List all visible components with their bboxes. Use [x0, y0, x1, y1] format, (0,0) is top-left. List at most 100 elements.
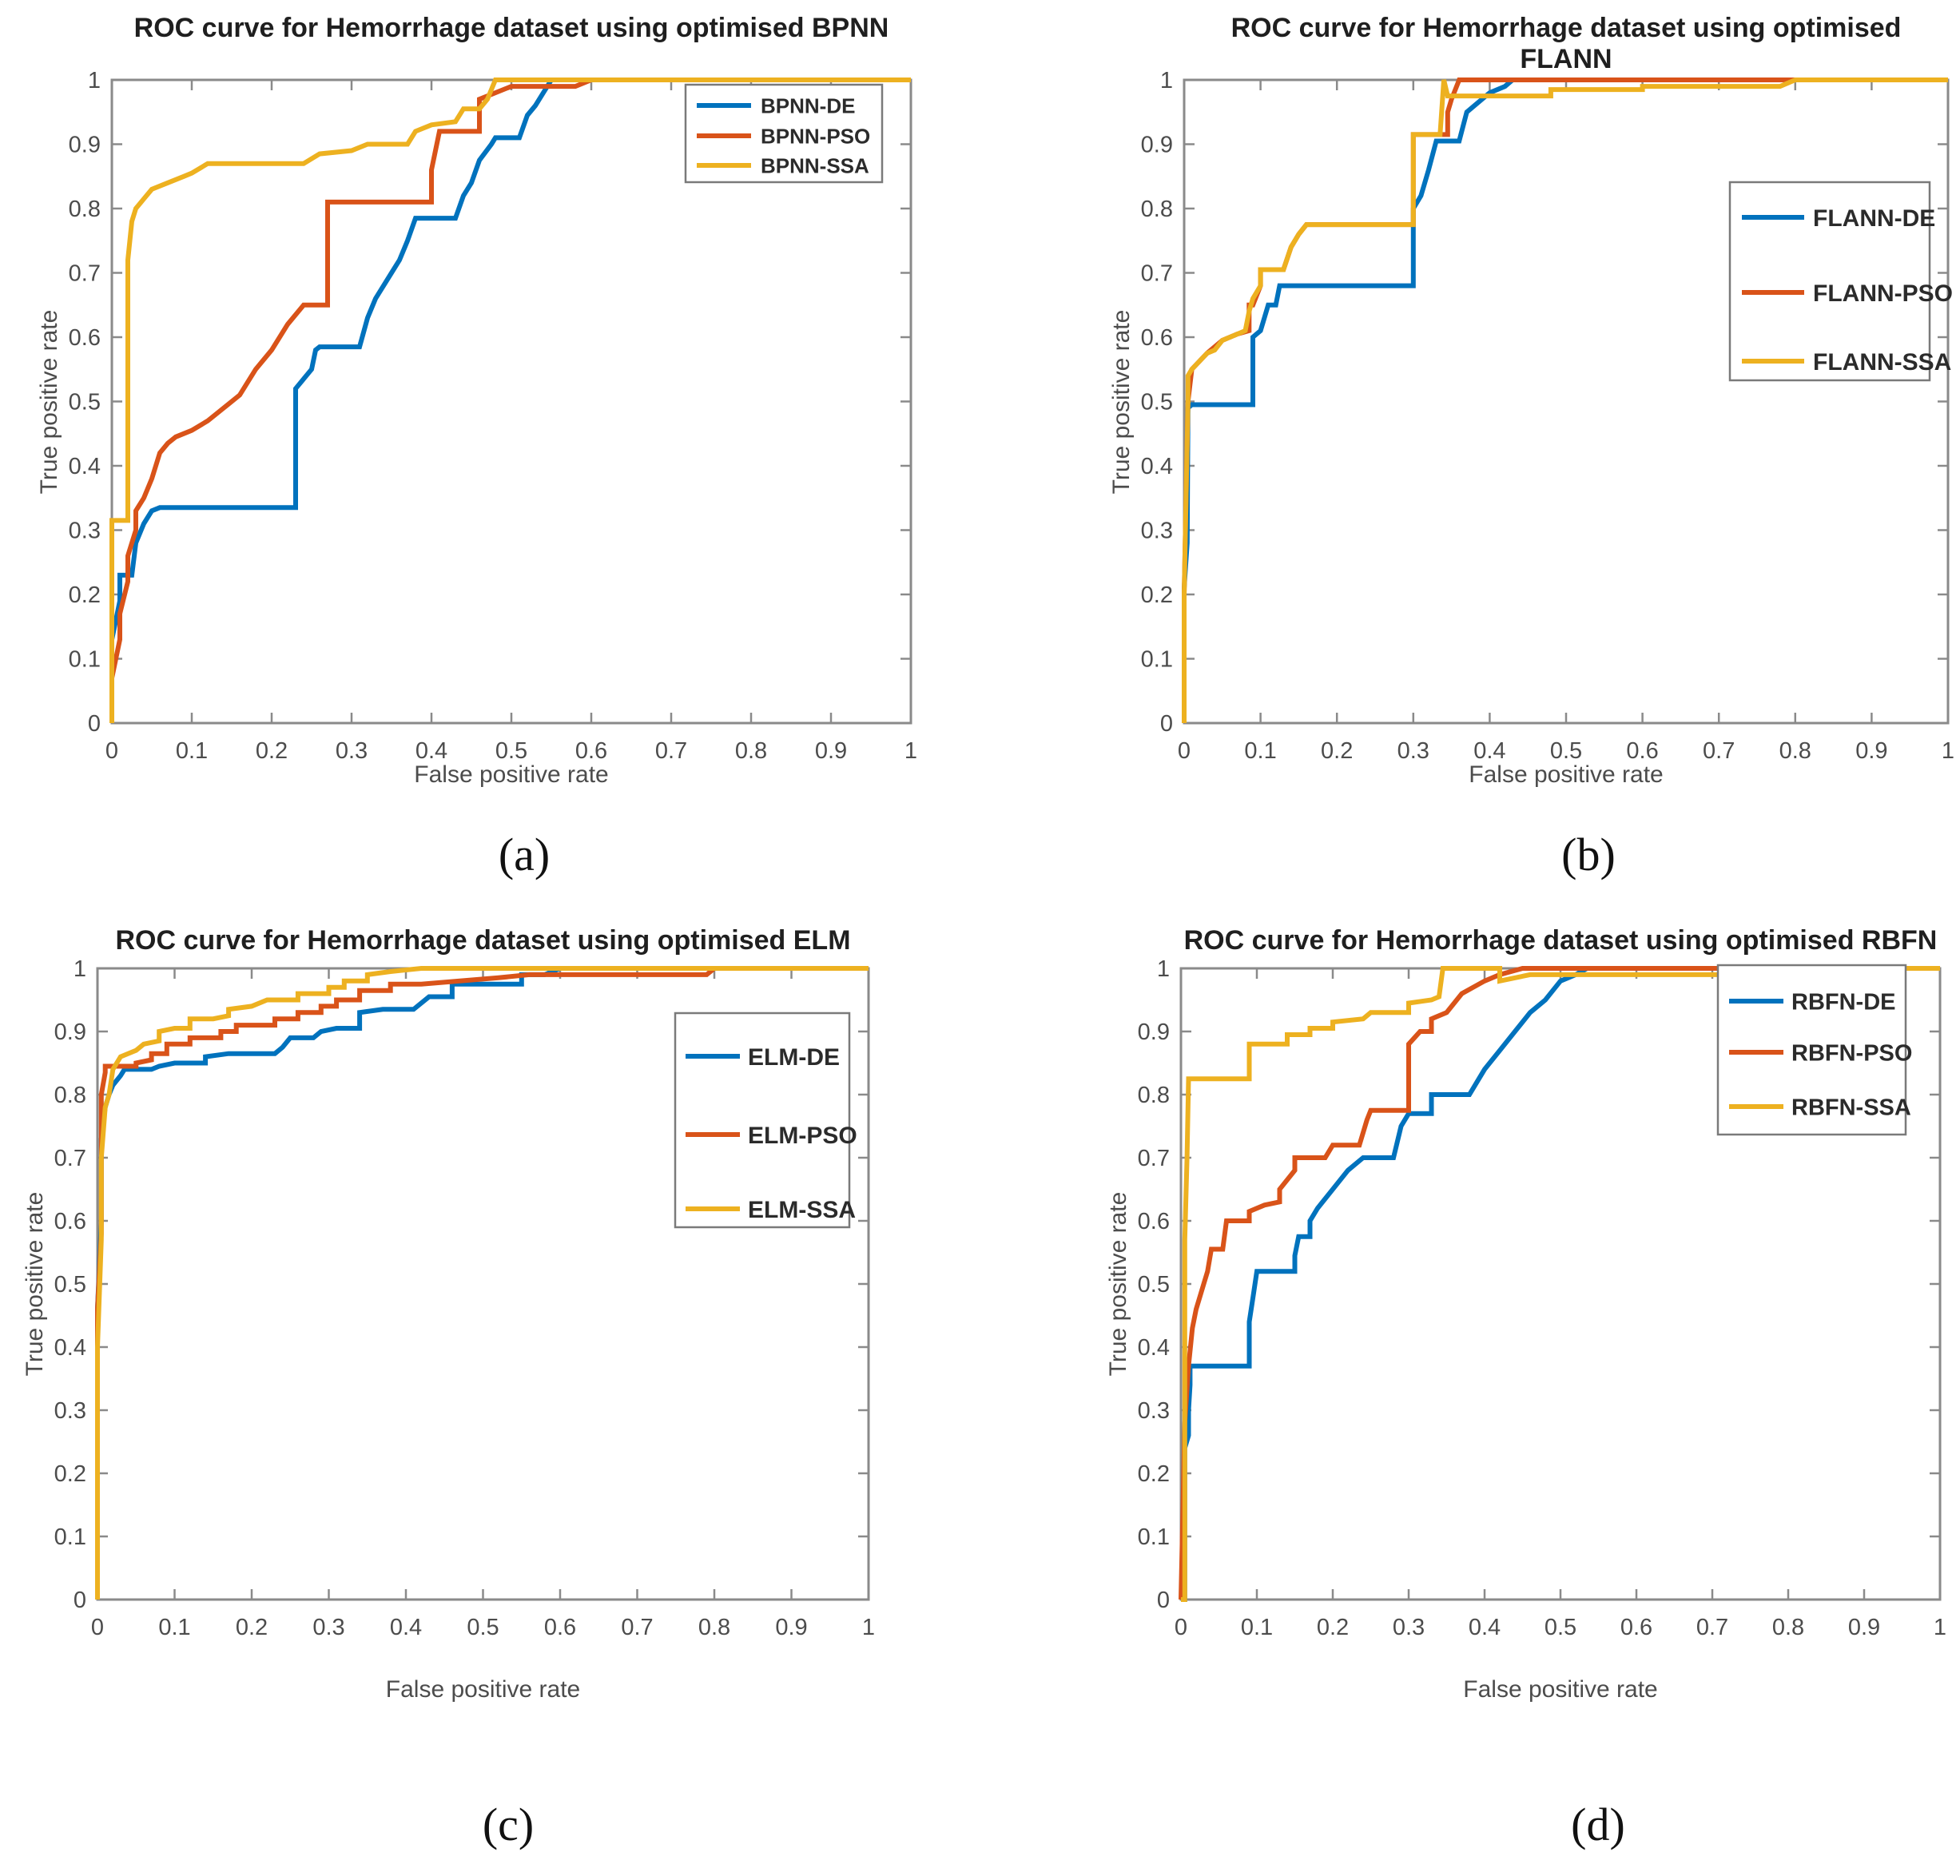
x-tick-label: 0.8 — [1779, 738, 1811, 764]
roc-curve-elm-pso — [95, 966, 869, 1600]
y-tick-label: 0.4 — [1138, 1335, 1170, 1361]
y-tick-label: 0 — [88, 711, 101, 737]
x-tick-label: 0.4 — [1473, 738, 1505, 764]
x-tick-label: 0.2 — [1321, 738, 1353, 764]
y-tick-label: 0.5 — [54, 1272, 86, 1298]
x-tick-label: 0.3 — [1397, 738, 1429, 764]
roc-plot-panel-c: 0 0.1 0.2 0.3 0.4 0.5 0.6 0.7 0.8 0.9 1 0 0.1 0.2 0.3 0… — [54, 956, 875, 1640]
legend: RBFN-DE RBFN-PSO RBFN-SSA — [1716, 964, 1912, 1136]
x-tick-label: 0.4 — [390, 1615, 422, 1640]
legend-label-bpnn-pso: BPNN-PSO — [761, 124, 870, 148]
axis-tick-labels: 0 0.1 0.2 0.3 0.4 0.5 0.6 0.7 0.8 0.9 1 0 0.1 0.2 0.3 0… — [54, 956, 875, 1640]
y-axis-label-a: True positive rate — [36, 309, 62, 495]
x-tick-label: 0.7 — [1696, 1615, 1728, 1640]
chart-title-flann: ROC curve for Hemorrhage dataset using o… — [1230, 13, 1902, 74]
y-axis-label-d: True positive rate — [1105, 1191, 1131, 1377]
legend-label-elm-pso: ELM-PSO — [748, 1123, 857, 1149]
axis-tick-labels: 0 0.1 0.2 0.3 0.4 0.5 0.6 0.7 0.8 0.9 1 0 0.1 0.2 0.3 0… — [1141, 68, 1954, 764]
y-tick-label: 1 — [1157, 956, 1170, 982]
y-tick-label: 0.1 — [1141, 647, 1173, 673]
y-tick-label: 0.8 — [69, 197, 101, 222]
y-tick-label: 0.2 — [54, 1461, 86, 1487]
y-tick-label: 1 — [1160, 68, 1173, 93]
y-tick-label: 0.3 — [54, 1398, 86, 1424]
y-tick-label: 0.2 — [69, 582, 101, 608]
x-tick-label: 0.5 — [467, 1615, 499, 1640]
legend: ELM-DE ELM-PSO ELM-SSA — [674, 1012, 857, 1229]
chart-title-rbfn: ROC curve for Hemorrhage dataset using o… — [1183, 925, 1938, 956]
legend-label-flann-pso: FLANN-PSO — [1813, 280, 1953, 307]
y-tick-label: 0.6 — [1138, 1209, 1170, 1234]
roc-curve-flann-de — [1182, 78, 1948, 723]
x-tick-label: 0.4 — [415, 738, 447, 764]
legend: FLANN-DE FLANN-PSO FLANN-SSA — [1728, 181, 1953, 382]
chart-title-bpnn: ROC curve for Hemorrhage dataset using o… — [133, 13, 889, 43]
x-axis-label-a: False positive rate — [414, 761, 609, 788]
roc-curve-rbfn-pso — [1179, 966, 1940, 1600]
axes-frame — [110, 78, 912, 725]
x-tick-label: 0.6 — [1620, 1615, 1652, 1640]
y-tick-label: 0.8 — [1141, 197, 1173, 222]
panel-caption-b: (b) — [1561, 829, 1616, 880]
legend-label-elm-de: ELM-DE — [748, 1044, 840, 1071]
legend-label-bpnn-de: BPNN-DE — [761, 93, 855, 117]
y-axis-label-b: True positive rate — [1108, 309, 1135, 495]
y-tick-label: 0.7 — [1138, 1146, 1170, 1171]
legend-label-rbfn-ssa: RBFN-SSA — [1791, 1095, 1911, 1120]
roc-curve-rbfn-ssa — [1181, 966, 1940, 1602]
y-tick-label: 0.9 — [69, 133, 101, 158]
x-axis-label-b: False positive rate — [1469, 761, 1664, 788]
y-tick-label: 0.1 — [69, 647, 101, 673]
x-tick-label: 1 — [862, 1615, 875, 1640]
x-tick-label: 0.3 — [1393, 1615, 1425, 1640]
x-tick-label: 0.6 — [1626, 738, 1658, 764]
y-tick-label: 0.5 — [69, 390, 101, 415]
x-tick-label: 0.5 — [495, 738, 527, 764]
x-tick-label: 0.3 — [336, 738, 368, 764]
x-tick-label: 0.8 — [1772, 1615, 1804, 1640]
x-tick-label: 0.7 — [655, 738, 687, 764]
x-tick-label: 0.1 — [158, 1615, 190, 1640]
panel-caption-a: (a) — [498, 829, 551, 880]
legend-label-flann-de: FLANN-DE — [1813, 205, 1935, 232]
roc-curve-bpnn-de — [109, 78, 911, 723]
y-tick-label: 0 — [1160, 711, 1173, 737]
y-tick-label: 0.2 — [1141, 582, 1173, 608]
y-tick-label: 0.3 — [1138, 1398, 1170, 1424]
x-tick-label: 0.1 — [1244, 738, 1276, 764]
y-tick-label: 0.3 — [69, 519, 101, 544]
y-tick-label: 0.8 — [54, 1083, 86, 1108]
y-tick-label: 0 — [1157, 1588, 1170, 1613]
y-tick-label: 0.5 — [1141, 390, 1173, 415]
x-tick-label: 0.9 — [1848, 1615, 1880, 1640]
legend-label-flann-ssa: FLANN-SSA — [1813, 349, 1951, 376]
x-axis-label-d: False positive rate — [1463, 1676, 1658, 1703]
y-tick-label: 0.7 — [1141, 261, 1173, 287]
y-tick-label: 0.1 — [1138, 1524, 1170, 1550]
y-tick-label: 0.4 — [1141, 454, 1173, 479]
y-axis-label-c: True positive rate — [22, 1191, 48, 1377]
x-tick-label: 0.7 — [1703, 738, 1735, 764]
y-tick-label: 0.9 — [1141, 133, 1173, 158]
y-tick-label: 0.3 — [1141, 519, 1173, 544]
roc-plot-panel-a: 0 0.1 0.2 0.3 0.4 0.5 0.6 0.7 0.8 0.9 1 0 0.1 0.2 0.3 0… — [69, 68, 917, 764]
y-tick-label: 0.4 — [69, 454, 101, 479]
x-axis-label-c: False positive rate — [385, 1676, 581, 1703]
y-tick-label: 0.9 — [1138, 1019, 1170, 1045]
y-tick-label: 0.6 — [69, 325, 101, 351]
y-tick-label: 0.9 — [54, 1019, 86, 1045]
y-tick-label: 0 — [74, 1588, 86, 1613]
panel-caption-c: (c) — [482, 1798, 535, 1850]
x-tick-label: 0.1 — [1241, 1615, 1273, 1640]
x-tick-label: 1 — [1942, 738, 1954, 764]
x-tick-label: 1 — [904, 738, 917, 764]
y-tick-label: 0.2 — [1138, 1461, 1170, 1487]
y-tick-label: 0.4 — [54, 1335, 86, 1361]
x-tick-label: 0.2 — [256, 738, 288, 764]
x-tick-label: 0.5 — [1550, 738, 1582, 764]
x-tick-label: 0.9 — [775, 1615, 807, 1640]
x-tick-label: 0.2 — [1317, 1615, 1349, 1640]
x-tick-label: 0.8 — [698, 1615, 730, 1640]
y-tick-label: 0.8 — [1138, 1083, 1170, 1108]
